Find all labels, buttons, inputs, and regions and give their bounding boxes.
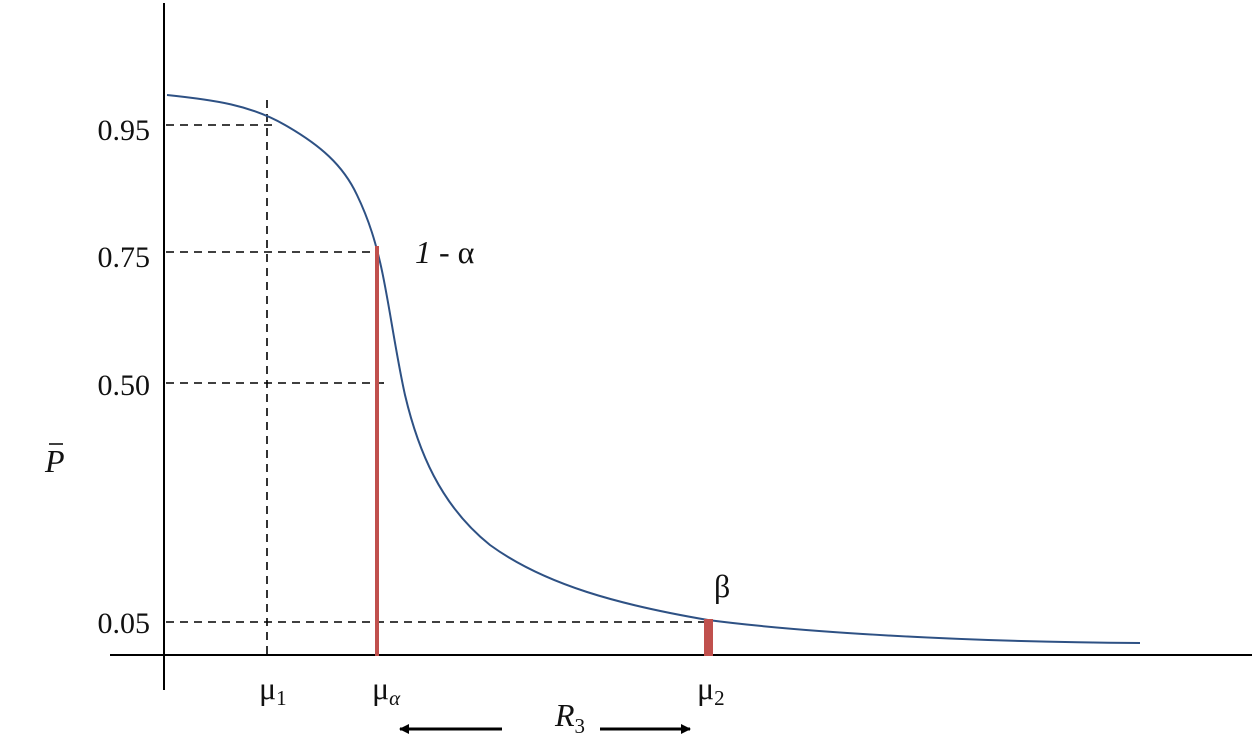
marker-beta [704, 619, 713, 656]
y-tick-095: 0.95 [98, 114, 151, 147]
x-tick-mu-alpha: μα [372, 670, 401, 710]
x-tick-mu1: μ1 [259, 670, 287, 710]
y-tick-005: 0.05 [98, 607, 151, 640]
y-tick-075: 0.75 [98, 241, 151, 274]
oc-curve [166, 94, 1141, 644]
x-tick-mu2: μ2 [697, 670, 725, 710]
one-minus-alpha-label: 1 - α [415, 234, 475, 270]
range-label: R3 [554, 697, 585, 738]
y-tick-050: 0.50 [98, 369, 151, 402]
y-axis-label: P [44, 443, 65, 479]
beta-label: β [714, 568, 730, 604]
